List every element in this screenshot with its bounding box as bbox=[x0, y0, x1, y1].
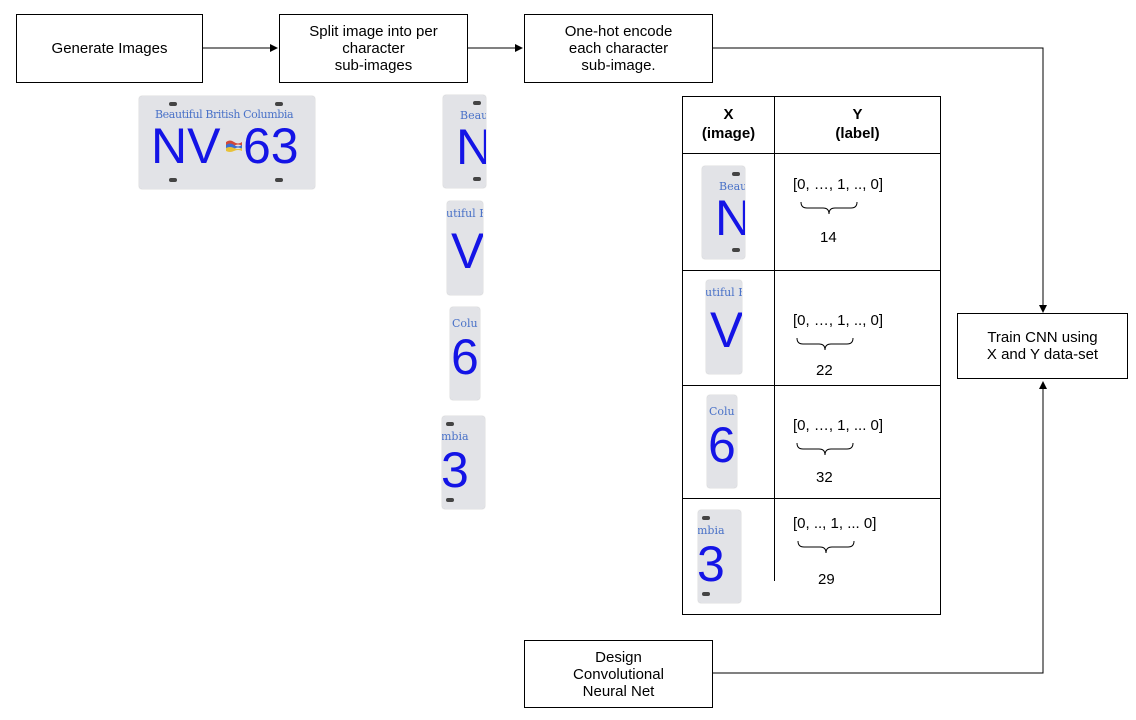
table-row-3-image: Colu 6 bbox=[707, 395, 737, 488]
train-cnn-label: Train CNN using X and Y data-set bbox=[986, 329, 1099, 363]
column-header-x: X (image) bbox=[701, 106, 756, 142]
one-hot-encode-box: One-hot encode each character sub-image. bbox=[524, 14, 713, 83]
generate-images-label: Generate Images bbox=[51, 40, 168, 57]
generate-images-box: Generate Images bbox=[16, 14, 203, 83]
table-row-2-image: utiful B V bbox=[706, 280, 742, 374]
table-row-4-vector: [0, .., 1, ... 0] bbox=[793, 515, 877, 532]
table-row-1-vector: [0, …, 1, .., 0] bbox=[793, 176, 884, 193]
table-row-4-image: mbia 3 bbox=[698, 510, 741, 603]
table-row-2-index: 22 bbox=[816, 362, 833, 379]
sub-image-6: Colu 6 bbox=[450, 307, 480, 400]
plate-characters-left: NV bbox=[151, 118, 221, 174]
design-cnn-label: Design Convolutional Neural Net bbox=[573, 648, 664, 700]
sub-image-3: mbia 3 bbox=[442, 416, 485, 509]
sub-image-v: utiful B V bbox=[447, 201, 483, 295]
table-row-4-brace bbox=[797, 540, 855, 554]
plate-characters-right: 63 bbox=[243, 118, 299, 174]
arrow-encode-to-train bbox=[713, 47, 1047, 313]
table-row-1-brace bbox=[800, 201, 858, 215]
table-row-1-image: Beau N bbox=[702, 166, 745, 259]
one-hot-encode-label: One-hot encode each character sub-image. bbox=[564, 23, 673, 74]
train-cnn-box: Train CNN using X and Y data-set bbox=[957, 313, 1128, 379]
table-row-3-brace bbox=[796, 442, 854, 456]
flag-icon bbox=[225, 138, 243, 152]
plate-tagline: Beautiful British Columbia bbox=[155, 108, 294, 121]
split-image-box: Split image into per character sub-image… bbox=[279, 14, 468, 83]
table-row-1-index: 14 bbox=[820, 229, 837, 246]
column-header-y: Y (label) bbox=[835, 106, 880, 142]
design-cnn-box: Design Convolutional Neural Net bbox=[524, 640, 713, 708]
arrow-design-to-train bbox=[713, 381, 1047, 674]
table-row-2-vector: [0, …, 1, .., 0] bbox=[793, 312, 884, 329]
xy-dataset-table: X (image) Y (label) Beau N [0, …, 1, ..,… bbox=[682, 96, 941, 615]
table-row-2-brace bbox=[796, 337, 854, 351]
split-image-label: Split image into per character sub-image… bbox=[309, 23, 438, 74]
sub-image-n: Beau N bbox=[443, 95, 486, 188]
table-row-3-vector: [0, …, 1, ... 0] bbox=[793, 417, 884, 434]
table-row-4-index: 29 bbox=[818, 571, 835, 588]
license-plate-image: Beautiful British Columbia NV 63 bbox=[139, 96, 315, 189]
table-row-3-index: 32 bbox=[816, 469, 833, 486]
